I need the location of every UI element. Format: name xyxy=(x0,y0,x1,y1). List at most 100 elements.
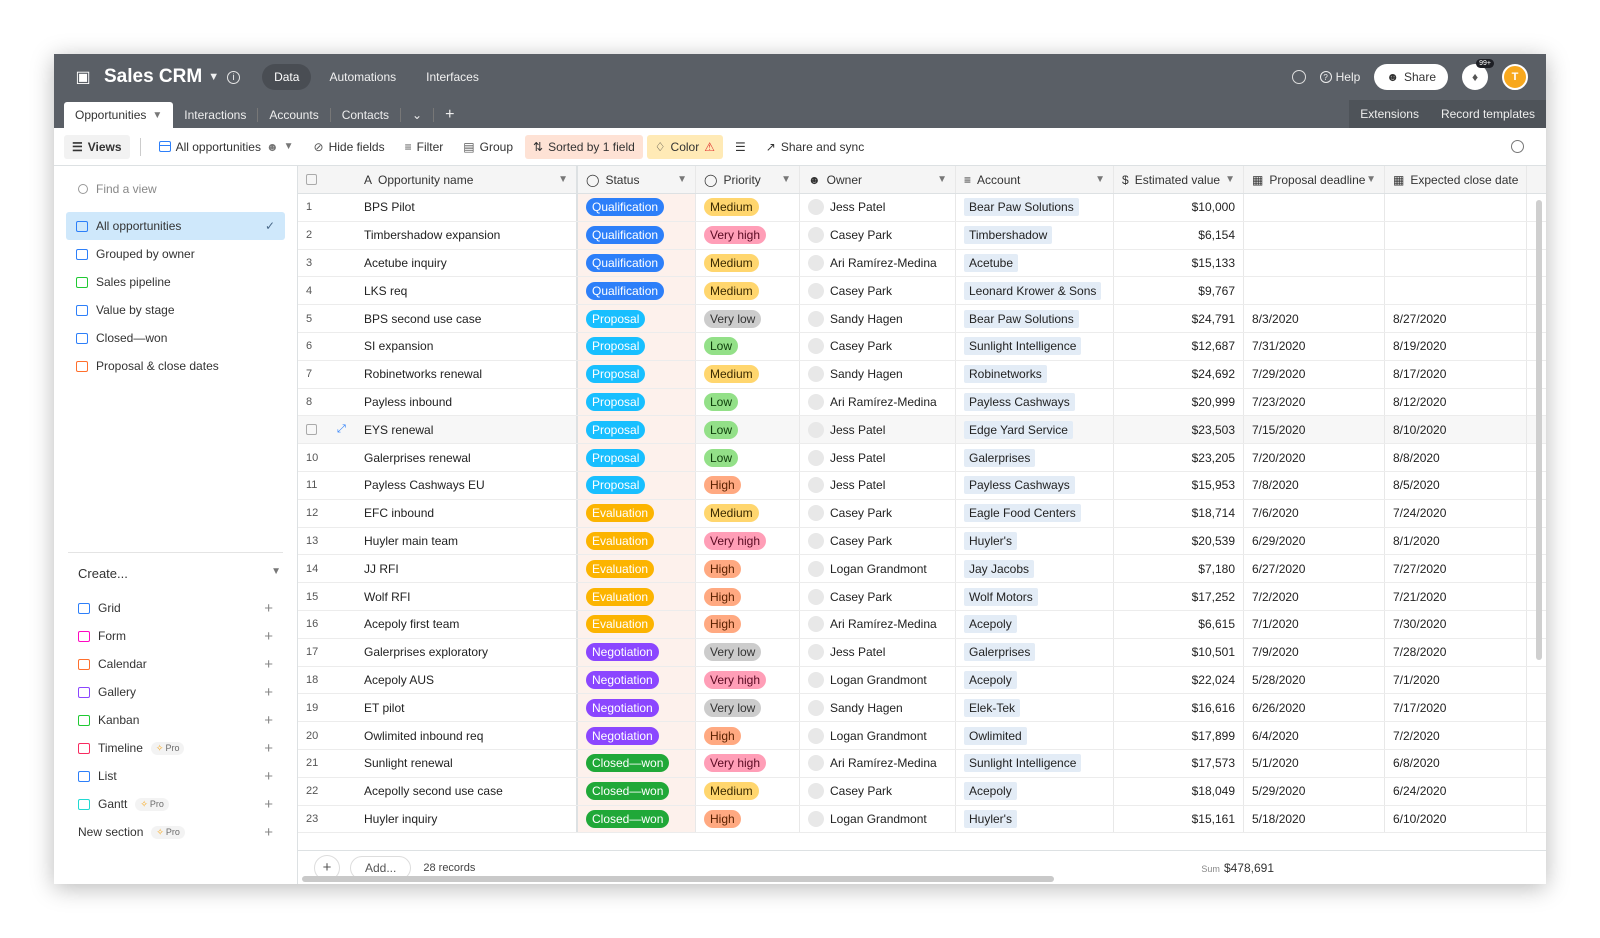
history-icon[interactable] xyxy=(1291,70,1306,84)
cell-status[interactable]: Evaluation xyxy=(578,583,696,610)
cell-proposal-deadline[interactable] xyxy=(1244,249,1385,277)
cell-estimated-value[interactable]: $18,714 xyxy=(1114,499,1244,527)
account-link[interactable]: Payless Cashways xyxy=(964,392,1075,411)
table-row[interactable]: 3 Acetube inquiry Qualification Medium Ari R… xyxy=(298,249,1546,278)
cell-status[interactable]: Evaluation xyxy=(578,527,696,555)
cell-opportunity-name[interactable]: Payless inbound xyxy=(356,388,578,416)
cell-estimated-value[interactable]: $9,767 xyxy=(1114,277,1244,305)
sort-button[interactable]: ⇅ Sorted by 1 field xyxy=(525,134,643,159)
cell-expected-close-date[interactable]: 7/28/2020 xyxy=(1385,638,1527,666)
cell-owner[interactable]: Ari Ramírez-Medina xyxy=(800,610,956,638)
select-all-cell[interactable] xyxy=(298,166,356,193)
cell-status[interactable]: Qualification xyxy=(578,221,696,249)
row-height-button[interactable]: ☰ xyxy=(727,135,754,159)
cell-expected-close-date[interactable]: 8/27/2020 xyxy=(1385,305,1527,332)
table-row[interactable]: 14 JJ RFI Evaluation High Logan Grandmont Jay… xyxy=(298,555,1546,584)
chevron-down-icon[interactable]: ▼ xyxy=(781,174,791,185)
account-link[interactable]: Payless Cashways xyxy=(964,476,1075,495)
cell-status[interactable]: Qualification xyxy=(578,277,696,305)
cell-status[interactable]: Closed—won xyxy=(578,777,696,805)
cell-opportunity-name[interactable]: JJ RFI xyxy=(356,555,578,583)
chevron-down-icon[interactable]: ▼ xyxy=(937,174,947,185)
table-row[interactable]: 8 Payless inbound Proposal Low Ari Ramírez-M… xyxy=(298,388,1546,417)
cell-opportunity-name[interactable]: Wolf RFI xyxy=(356,583,578,610)
account-link[interactable]: Galerprises xyxy=(964,448,1036,467)
cell-estimated-value[interactable]: $23,503 xyxy=(1114,416,1244,444)
chevron-down-icon[interactable]: ▼ xyxy=(1366,174,1376,185)
cell-account[interactable]: Acepoly xyxy=(956,666,1114,694)
chevron-down-icon[interactable]: ▼ xyxy=(677,174,687,185)
account-link[interactable]: Acetube xyxy=(964,253,1019,272)
cell-account[interactable]: Wolf Motors xyxy=(956,583,1114,610)
cell-expected-close-date[interactable]: 8/17/2020 xyxy=(1385,360,1527,388)
cell-expected-close-date[interactable]: 7/30/2020 xyxy=(1385,610,1527,638)
cell-opportunity-name[interactable]: ET pilot xyxy=(356,694,578,722)
cell-proposal-deadline[interactable]: 7/8/2020 xyxy=(1244,471,1385,499)
cell-proposal-deadline[interactable]: 8/3/2020 xyxy=(1244,305,1385,332)
cell-status[interactable]: Closed—won xyxy=(578,805,696,833)
cell-expected-close-date[interactable] xyxy=(1385,194,1527,221)
sum-summary[interactable]: Sum $478,691 xyxy=(1144,861,1274,875)
cell-priority[interactable]: Very high xyxy=(696,749,800,777)
cell-estimated-value[interactable]: $17,573 xyxy=(1114,749,1244,777)
col-header-proposal-deadline[interactable]: ▦ Proposal deadline ▼ xyxy=(1244,166,1385,193)
cell-account[interactable]: Jay Jacobs xyxy=(956,555,1114,583)
cell-proposal-deadline[interactable]: 5/1/2020 xyxy=(1244,749,1385,777)
cell-estimated-value[interactable]: $6,615 xyxy=(1114,610,1244,638)
table-row[interactable]: 4 LKS req Qualification Medium Casey Park Leo… xyxy=(298,277,1546,306)
cell-priority[interactable]: Very low xyxy=(696,694,800,722)
cell-priority[interactable]: High xyxy=(696,471,800,499)
info-icon[interactable]: i xyxy=(227,70,241,84)
cell-opportunity-name[interactable]: Acepoly AUS xyxy=(356,666,578,694)
create-item-timeline[interactable]: Timeline ✧ Pro + xyxy=(70,734,281,762)
cell-estimated-value[interactable]: $15,953 xyxy=(1114,471,1244,499)
account-link[interactable]: Galerprises xyxy=(964,643,1036,662)
vertical-scrollbar[interactable] xyxy=(1536,200,1542,660)
color-button[interactable]: ♢ Color ⚠ xyxy=(646,134,723,159)
cell-owner[interactable]: Casey Park xyxy=(800,277,956,305)
row-select-cell[interactable]: ⤢ xyxy=(298,416,356,443)
cell-proposal-deadline[interactable]: 6/29/2020 xyxy=(1244,527,1385,555)
chevron-down-icon[interactable]: ▼ xyxy=(1225,174,1235,185)
cell-expected-close-date[interactable]: 8/19/2020 xyxy=(1385,332,1527,360)
cell-owner[interactable]: Casey Park xyxy=(800,527,956,555)
plus-icon[interactable]: + xyxy=(264,795,273,813)
cell-priority[interactable]: Medium xyxy=(696,499,800,527)
table-row[interactable]: 15 Wolf RFI Evaluation High Casey Park Wolf M… xyxy=(298,583,1546,611)
cell-opportunity-name[interactable]: Huyler inquiry xyxy=(356,805,578,833)
cell-priority[interactable]: Medium xyxy=(696,277,800,305)
account-link[interactable]: Timbershadow xyxy=(964,226,1053,245)
chevron-down-icon[interactable]: ▼ xyxy=(1095,174,1105,185)
cell-expected-close-date[interactable] xyxy=(1385,249,1527,277)
cell-status[interactable]: Proposal xyxy=(578,305,696,332)
table-row[interactable]: 6 SI expansion Proposal Low Casey Park Sunlig… xyxy=(298,332,1546,361)
add-table-plus-icon[interactable]: + xyxy=(445,106,455,123)
cell-estimated-value[interactable]: $20,539 xyxy=(1114,527,1244,555)
plus-icon[interactable]: + xyxy=(264,655,273,673)
create-section-header[interactable]: Create... ▼ xyxy=(78,566,281,581)
chevron-down-icon[interactable]: ▼ xyxy=(152,109,163,121)
plus-icon[interactable]: + xyxy=(264,599,273,617)
cell-estimated-value[interactable]: $10,000 xyxy=(1114,194,1244,221)
cell-estimated-value[interactable]: $12,687 xyxy=(1114,332,1244,360)
cell-estimated-value[interactable]: $15,161 xyxy=(1114,805,1244,833)
cell-account[interactable]: Owlimited xyxy=(956,722,1114,749)
help-button[interactable]: ? Help xyxy=(1319,70,1360,84)
cell-opportunity-name[interactable]: EYS renewal xyxy=(356,416,578,444)
table-row[interactable]: 21 Sunlight renewal Closed—won Very high Ari… xyxy=(298,749,1546,778)
cell-expected-close-date[interactable]: 7/27/2020 xyxy=(1385,555,1527,583)
cell-priority[interactable]: Low xyxy=(696,388,800,416)
cell-proposal-deadline[interactable]: 7/2/2020 xyxy=(1244,583,1385,610)
account-link[interactable]: Bear Paw Solutions xyxy=(964,198,1079,217)
cell-account[interactable]: Edge Yard Service xyxy=(956,416,1114,444)
cell-account[interactable]: Bear Paw Solutions xyxy=(956,305,1114,332)
cell-opportunity-name[interactable]: Galerprises exploratory xyxy=(356,638,578,666)
cell-estimated-value[interactable]: $10,501 xyxy=(1114,638,1244,666)
cell-account[interactable]: Payless Cashways xyxy=(956,471,1114,499)
table-row[interactable]: 11 Payless Cashways EU Proposal High Jess Pa… xyxy=(298,471,1546,500)
cell-priority[interactable]: Very high xyxy=(696,666,800,694)
notifications-button[interactable]: ♦ 99+ xyxy=(1462,59,1494,90)
cell-status[interactable]: Proposal xyxy=(578,444,696,471)
cell-priority[interactable]: Very low xyxy=(696,638,800,666)
cell-opportunity-name[interactable]: EFC inbound xyxy=(356,499,578,527)
